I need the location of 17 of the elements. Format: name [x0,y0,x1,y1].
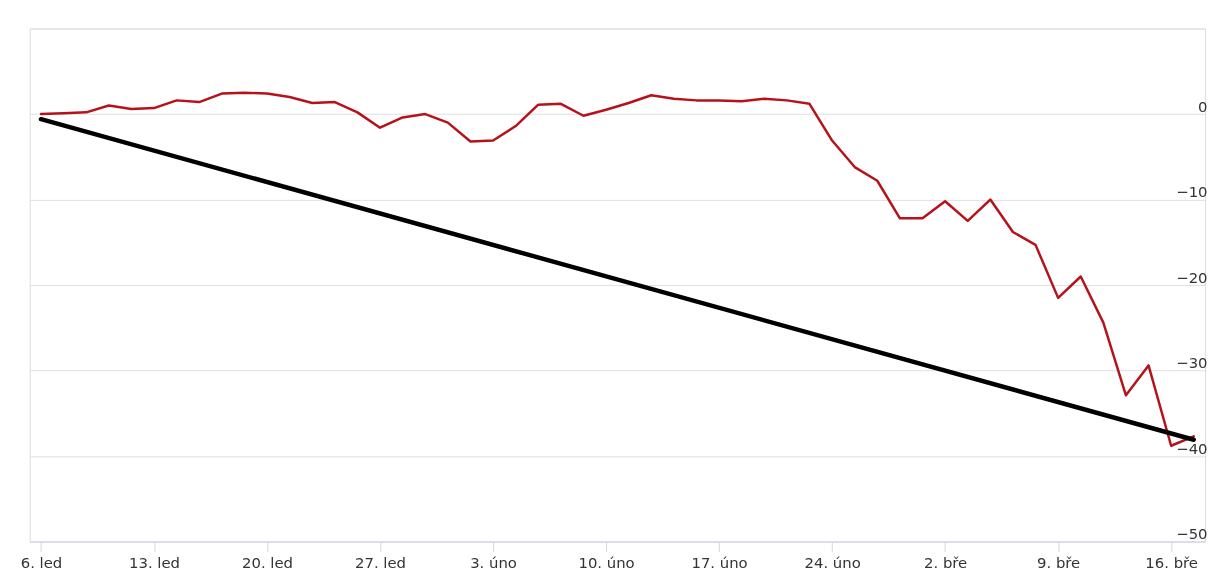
x-tick-label: 20. led [242,553,294,572]
x-tick-label: 24. úno [804,553,861,572]
y-tick-label: −20 [1176,268,1208,287]
x-tick-label: 17. úno [691,553,748,572]
y-tick-label: −30 [1176,354,1208,373]
x-tick-label: 9. bře [1037,553,1081,572]
y-tick-label: −10 [1176,183,1208,202]
x-tick-label: 16. bře [1145,553,1198,572]
x-tick-label: 6. led [20,553,63,572]
x-tick-label: 27. led [355,553,407,572]
x-tick-label: 2. bře [924,553,968,572]
x-tick-label: 3. úno [470,553,517,572]
y-tick-label: 0 [1198,97,1208,116]
y-tick-label: −50 [1176,525,1208,544]
x-tick-label: 10. úno [578,553,635,572]
y-tick-label: −40 [1176,439,1208,458]
x-tick-label: 13. led [129,553,181,572]
